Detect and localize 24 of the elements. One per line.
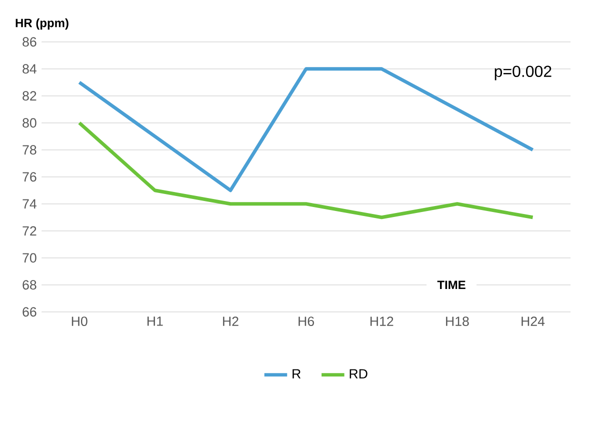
annotation: p=0.002 [494,66,552,80]
x-tick-label: H6 [298,316,314,326]
y-tick-label: 72 [22,226,36,236]
y-tick-label: 82 [22,91,36,101]
line-series [78,121,534,220]
x-tick-label: H12 [370,316,394,326]
y-tick-label: 86 [22,37,36,47]
y-tick-label: 78 [22,145,36,155]
x-axis-title: TIME [437,280,466,290]
x-tick-label: H0 [72,316,88,326]
legend-label: R [292,369,301,378]
legend-label: RD [350,369,368,378]
y-tick-label: 66 [22,307,36,317]
x-tick-label: H2 [223,316,238,326]
y-tick-label: 84 [22,64,36,74]
y-tick-label: 68 [22,280,36,290]
x-tick-label: H24 [522,316,545,326]
y-axis-title: HR (ppm) [16,18,68,30]
x-tick-label: H1 [147,316,163,326]
y-tick-label: 80 [22,118,36,128]
y-tick-label: 74 [22,199,36,208]
x-tick-label: H18 [446,316,469,326]
y-tick-label: 76 [22,172,36,182]
y-tick-label: 70 [22,253,36,263]
